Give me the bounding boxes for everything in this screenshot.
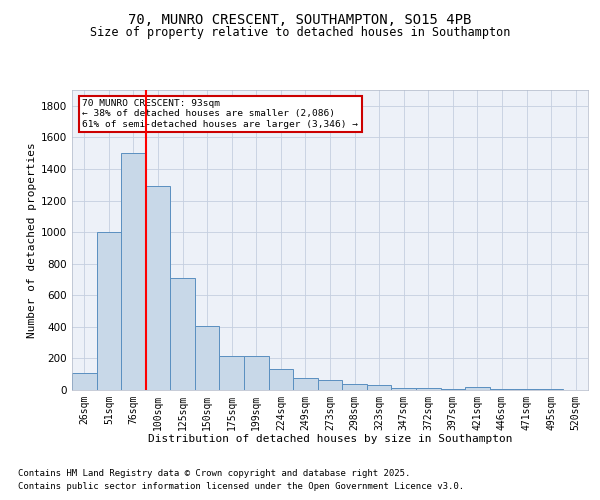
Bar [342,384,367,390]
Text: 70 MUNRO CRESCENT: 93sqm
← 38% of detached houses are smaller (2,086)
61% of sem: 70 MUNRO CRESCENT: 93sqm ← 38% of detach… [82,99,358,129]
Bar [293,378,318,390]
Bar [244,356,269,390]
Bar [97,232,121,390]
Bar [539,389,563,390]
Bar [195,326,220,390]
Bar [220,356,244,390]
Bar [391,388,416,390]
Bar [318,380,342,390]
Bar [416,388,440,390]
Y-axis label: Number of detached properties: Number of detached properties [27,142,37,338]
Bar [121,153,146,390]
Text: 70, MUNRO CRESCENT, SOUTHAMPTON, SO15 4PB: 70, MUNRO CRESCENT, SOUTHAMPTON, SO15 4P… [128,12,472,26]
Text: Contains HM Land Registry data © Crown copyright and database right 2025.: Contains HM Land Registry data © Crown c… [18,468,410,477]
Bar [490,389,514,390]
Bar [440,389,465,390]
Bar [269,368,293,390]
Bar [146,186,170,390]
Text: Contains public sector information licensed under the Open Government Licence v3: Contains public sector information licen… [18,482,464,491]
Bar [367,386,391,390]
X-axis label: Distribution of detached houses by size in Southampton: Distribution of detached houses by size … [148,434,512,444]
Bar [72,372,97,390]
Text: Size of property relative to detached houses in Southampton: Size of property relative to detached ho… [90,26,510,39]
Bar [170,278,195,390]
Bar [514,389,539,390]
Bar [465,387,490,390]
